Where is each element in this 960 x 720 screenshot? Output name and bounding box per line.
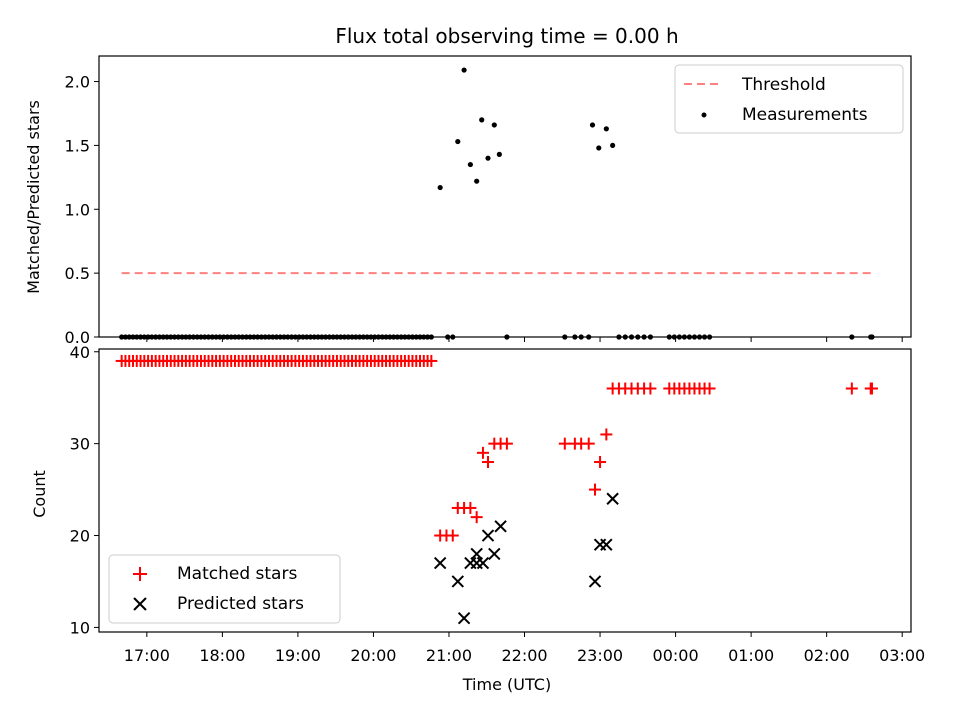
x-tick-label: 02:00 bbox=[804, 646, 850, 665]
matched-star-point bbox=[865, 382, 878, 395]
x-tick-label: 17:00 bbox=[124, 646, 170, 665]
matched-star-point bbox=[600, 428, 613, 441]
matched-star-point bbox=[845, 382, 858, 395]
matched-star-point bbox=[594, 456, 607, 469]
top-y-axis-label: Matched/Predicted stars bbox=[24, 100, 43, 294]
predicted-star-point bbox=[588, 575, 602, 588]
bottom-y-tick-label: 10 bbox=[70, 618, 90, 637]
x-tick-label: 03:00 bbox=[879, 646, 925, 665]
predicted-star-point bbox=[457, 612, 471, 625]
top-y-tick-label: 2.0 bbox=[65, 73, 90, 92]
predicted-star-point bbox=[600, 538, 613, 551]
top-y-ticks: 0.0 0.5 1.0 1.5 2.0 bbox=[65, 73, 99, 347]
legend-predicted-swatch bbox=[133, 597, 147, 611]
x-tick-label: 21:00 bbox=[426, 646, 472, 665]
predicted-star-point bbox=[606, 492, 619, 505]
x-tick-label: 22:00 bbox=[501, 646, 547, 665]
legend-threshold-label: Threshold bbox=[741, 75, 826, 95]
matched-star-point bbox=[558, 437, 571, 450]
matched-star-point bbox=[464, 501, 477, 514]
measurement-point bbox=[474, 178, 480, 184]
measurement-point bbox=[589, 122, 596, 128]
matched-star-point bbox=[425, 354, 438, 367]
predicted-star-point bbox=[476, 556, 490, 570]
predicted-star-point bbox=[481, 529, 495, 542]
measurement-point bbox=[610, 142, 616, 149]
top-y-tick-label: 1.0 bbox=[65, 200, 90, 219]
measurement-point bbox=[461, 67, 467, 73]
measurement-point bbox=[603, 126, 609, 132]
ratio-panel: Flux total observing time = 0.00 h Match… bbox=[24, 24, 912, 347]
matched-star-point bbox=[482, 456, 495, 469]
bottom-plot-frame bbox=[98, 348, 912, 633]
legend-matched-label: Matched stars bbox=[177, 564, 297, 584]
x-tick-label: 19:00 bbox=[275, 646, 321, 665]
measurement-point bbox=[437, 184, 443, 191]
bottom-y-tick-label: 40 bbox=[70, 343, 90, 362]
bottom-y-tick-label: 30 bbox=[70, 435, 90, 454]
top-plot-frame bbox=[98, 55, 912, 338]
predicted-star-point bbox=[494, 520, 507, 533]
matched-star-point bbox=[582, 437, 595, 450]
bottom-y-tick-label: 20 bbox=[70, 527, 90, 546]
measurement-point bbox=[467, 161, 473, 168]
bottom-legend: Matched stars Predicted stars bbox=[108, 554, 341, 624]
x-tick-label: 20:00 bbox=[350, 646, 396, 665]
matched-star-point bbox=[476, 446, 489, 459]
matched-star-point bbox=[500, 437, 513, 450]
x-tick-label: 01:00 bbox=[728, 646, 774, 665]
legend-measurements-label: Measurements bbox=[742, 105, 868, 125]
top-legend: Threshold Measurements bbox=[674, 64, 904, 134]
bottom-legend-box bbox=[108, 554, 341, 624]
top-y-tick-label: 1.5 bbox=[65, 136, 90, 155]
x-tick-label: 00:00 bbox=[653, 646, 699, 665]
predicted-star-point bbox=[470, 547, 483, 561]
matched-star-point bbox=[446, 529, 459, 542]
chart-title: Flux total observing time = 0.00 h bbox=[335, 24, 678, 48]
matched-star-point bbox=[644, 382, 657, 395]
x-tick-label: 18:00 bbox=[199, 646, 245, 665]
bottom-y-ticks: 10 20 30 40 bbox=[70, 343, 99, 637]
measurement-point bbox=[485, 155, 491, 161]
bottom-y-axis-label: Count bbox=[30, 470, 49, 518]
top-y-tick-label: 0.5 bbox=[65, 264, 90, 283]
predicted-star-point bbox=[488, 547, 501, 561]
measurement-point bbox=[596, 145, 602, 151]
legend-predicted-label: Predicted stars bbox=[177, 594, 304, 614]
matched-star-point bbox=[703, 382, 716, 395]
measurement-point bbox=[491, 122, 497, 128]
bottom-x-ticks: 17:00 18:00 19:00 20:00 21:00 22:00 23:00 00:00… bbox=[124, 632, 925, 665]
predicted-star-point bbox=[451, 575, 464, 588]
x-axis-label: Time (UTC) bbox=[462, 675, 551, 694]
measurement-point bbox=[496, 151, 502, 157]
legend-matched-swatch bbox=[133, 567, 147, 581]
count-panel: Count Time (UTC) 10 20 30 40 17:00 18:00 19:0… bbox=[30, 343, 925, 694]
predicted-star-point bbox=[433, 556, 447, 570]
count-points bbox=[115, 354, 878, 625]
matched-star-point bbox=[589, 483, 602, 496]
matched-star-point bbox=[470, 511, 483, 524]
top-legend-box bbox=[674, 64, 904, 134]
measurement-point bbox=[479, 117, 485, 123]
x-tick-label: 23:00 bbox=[577, 646, 623, 665]
top-y-tick-label: 0.0 bbox=[65, 328, 90, 347]
legend-measurements-swatch bbox=[701, 112, 707, 118]
measurement-point bbox=[455, 138, 461, 145]
